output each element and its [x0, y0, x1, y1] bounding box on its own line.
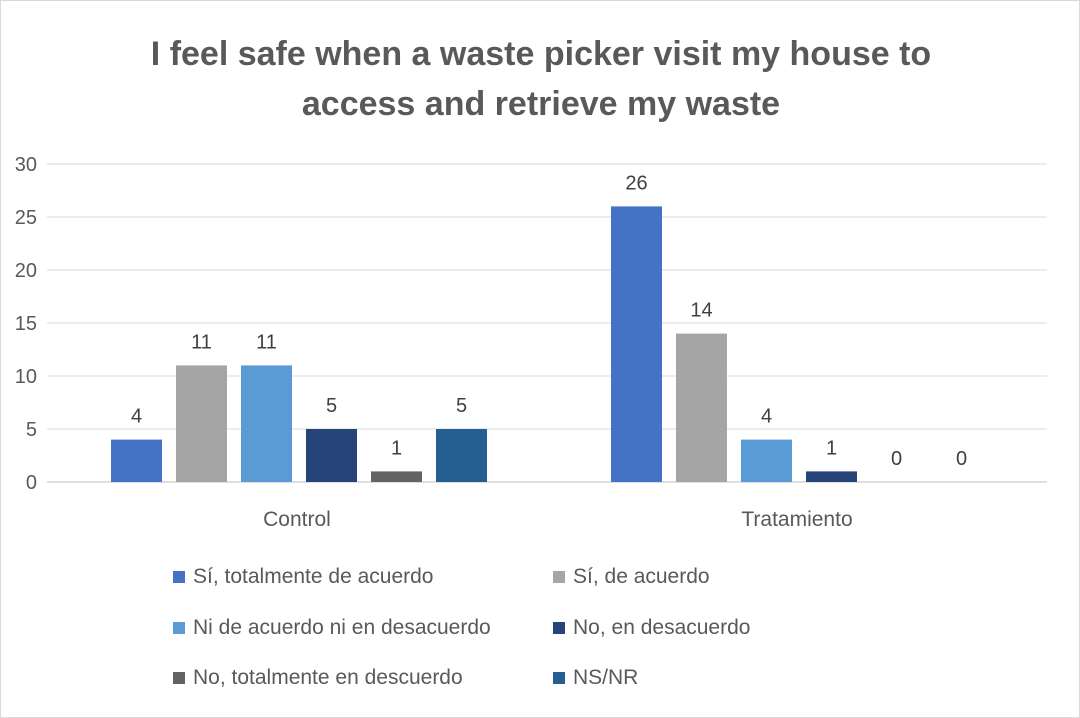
- legend-label: No, en desacuerdo: [573, 616, 751, 639]
- y-tick-label: 30: [15, 154, 37, 176]
- legend-label: NS/NR: [573, 666, 639, 689]
- y-tick-label: 5: [26, 419, 37, 441]
- y-tick-label: 0: [26, 472, 37, 494]
- x-category-label: Tratamiento: [741, 508, 852, 531]
- legend-item: Ni de acuerdo ni en desacuerdo: [173, 614, 491, 642]
- legend-item: NS/NR: [553, 664, 638, 692]
- data-label: 11: [191, 331, 212, 353]
- bar-0-1: [176, 365, 227, 482]
- bar-0-5: [436, 429, 487, 482]
- legend-swatch: [553, 672, 565, 684]
- legend-label: Ni de acuerdo ni en desacuerdo: [193, 616, 491, 639]
- data-label: 5: [456, 395, 467, 417]
- bar-1-0: [611, 206, 662, 482]
- legend-swatch: [553, 571, 565, 583]
- bar-1-3: [806, 471, 857, 482]
- legend-swatch: [173, 672, 185, 684]
- bar-0-0: [111, 439, 162, 482]
- data-label: 14: [690, 300, 712, 322]
- legend-item: Sí, totalmente de acuerdo: [173, 563, 434, 591]
- data-label: 0: [956, 448, 967, 470]
- legend-swatch: [553, 622, 565, 634]
- bar-0-2: [241, 365, 292, 482]
- bar-1-2: [741, 439, 792, 482]
- legend-swatch: [173, 571, 185, 583]
- y-tick-label: 15: [15, 313, 37, 335]
- y-tick-label: 25: [15, 207, 37, 229]
- legend-label: No, totalmente en descuerdo: [193, 666, 463, 689]
- data-label: 4: [131, 406, 142, 428]
- bar-1-1: [676, 333, 727, 482]
- y-tick-label: 10: [15, 366, 37, 388]
- chart-title: I feel safe when a waste picker visit my…: [150, 35, 932, 123]
- legend-swatch: [173, 622, 185, 634]
- data-label: 5: [326, 395, 337, 417]
- legend-label: Sí, de acuerdo: [573, 565, 710, 588]
- legend-item: No, en desacuerdo: [553, 614, 750, 642]
- bar-0-3: [306, 429, 357, 482]
- data-label: 11: [256, 331, 277, 353]
- data-label: 0: [891, 448, 902, 470]
- data-label: 1: [826, 437, 837, 459]
- data-label: 1: [391, 437, 402, 459]
- data-label: 4: [761, 406, 772, 428]
- legend-item: No, totalmente en descuerdo: [173, 664, 463, 692]
- y-tick-label: 20: [15, 260, 37, 282]
- legend-label: Sí, totalmente de acuerdo: [193, 565, 434, 588]
- data-label: 26: [625, 172, 647, 194]
- bar-0-4: [371, 471, 422, 482]
- x-category-label: Control: [263, 508, 331, 531]
- legend-item: Sí, de acuerdo: [553, 563, 710, 591]
